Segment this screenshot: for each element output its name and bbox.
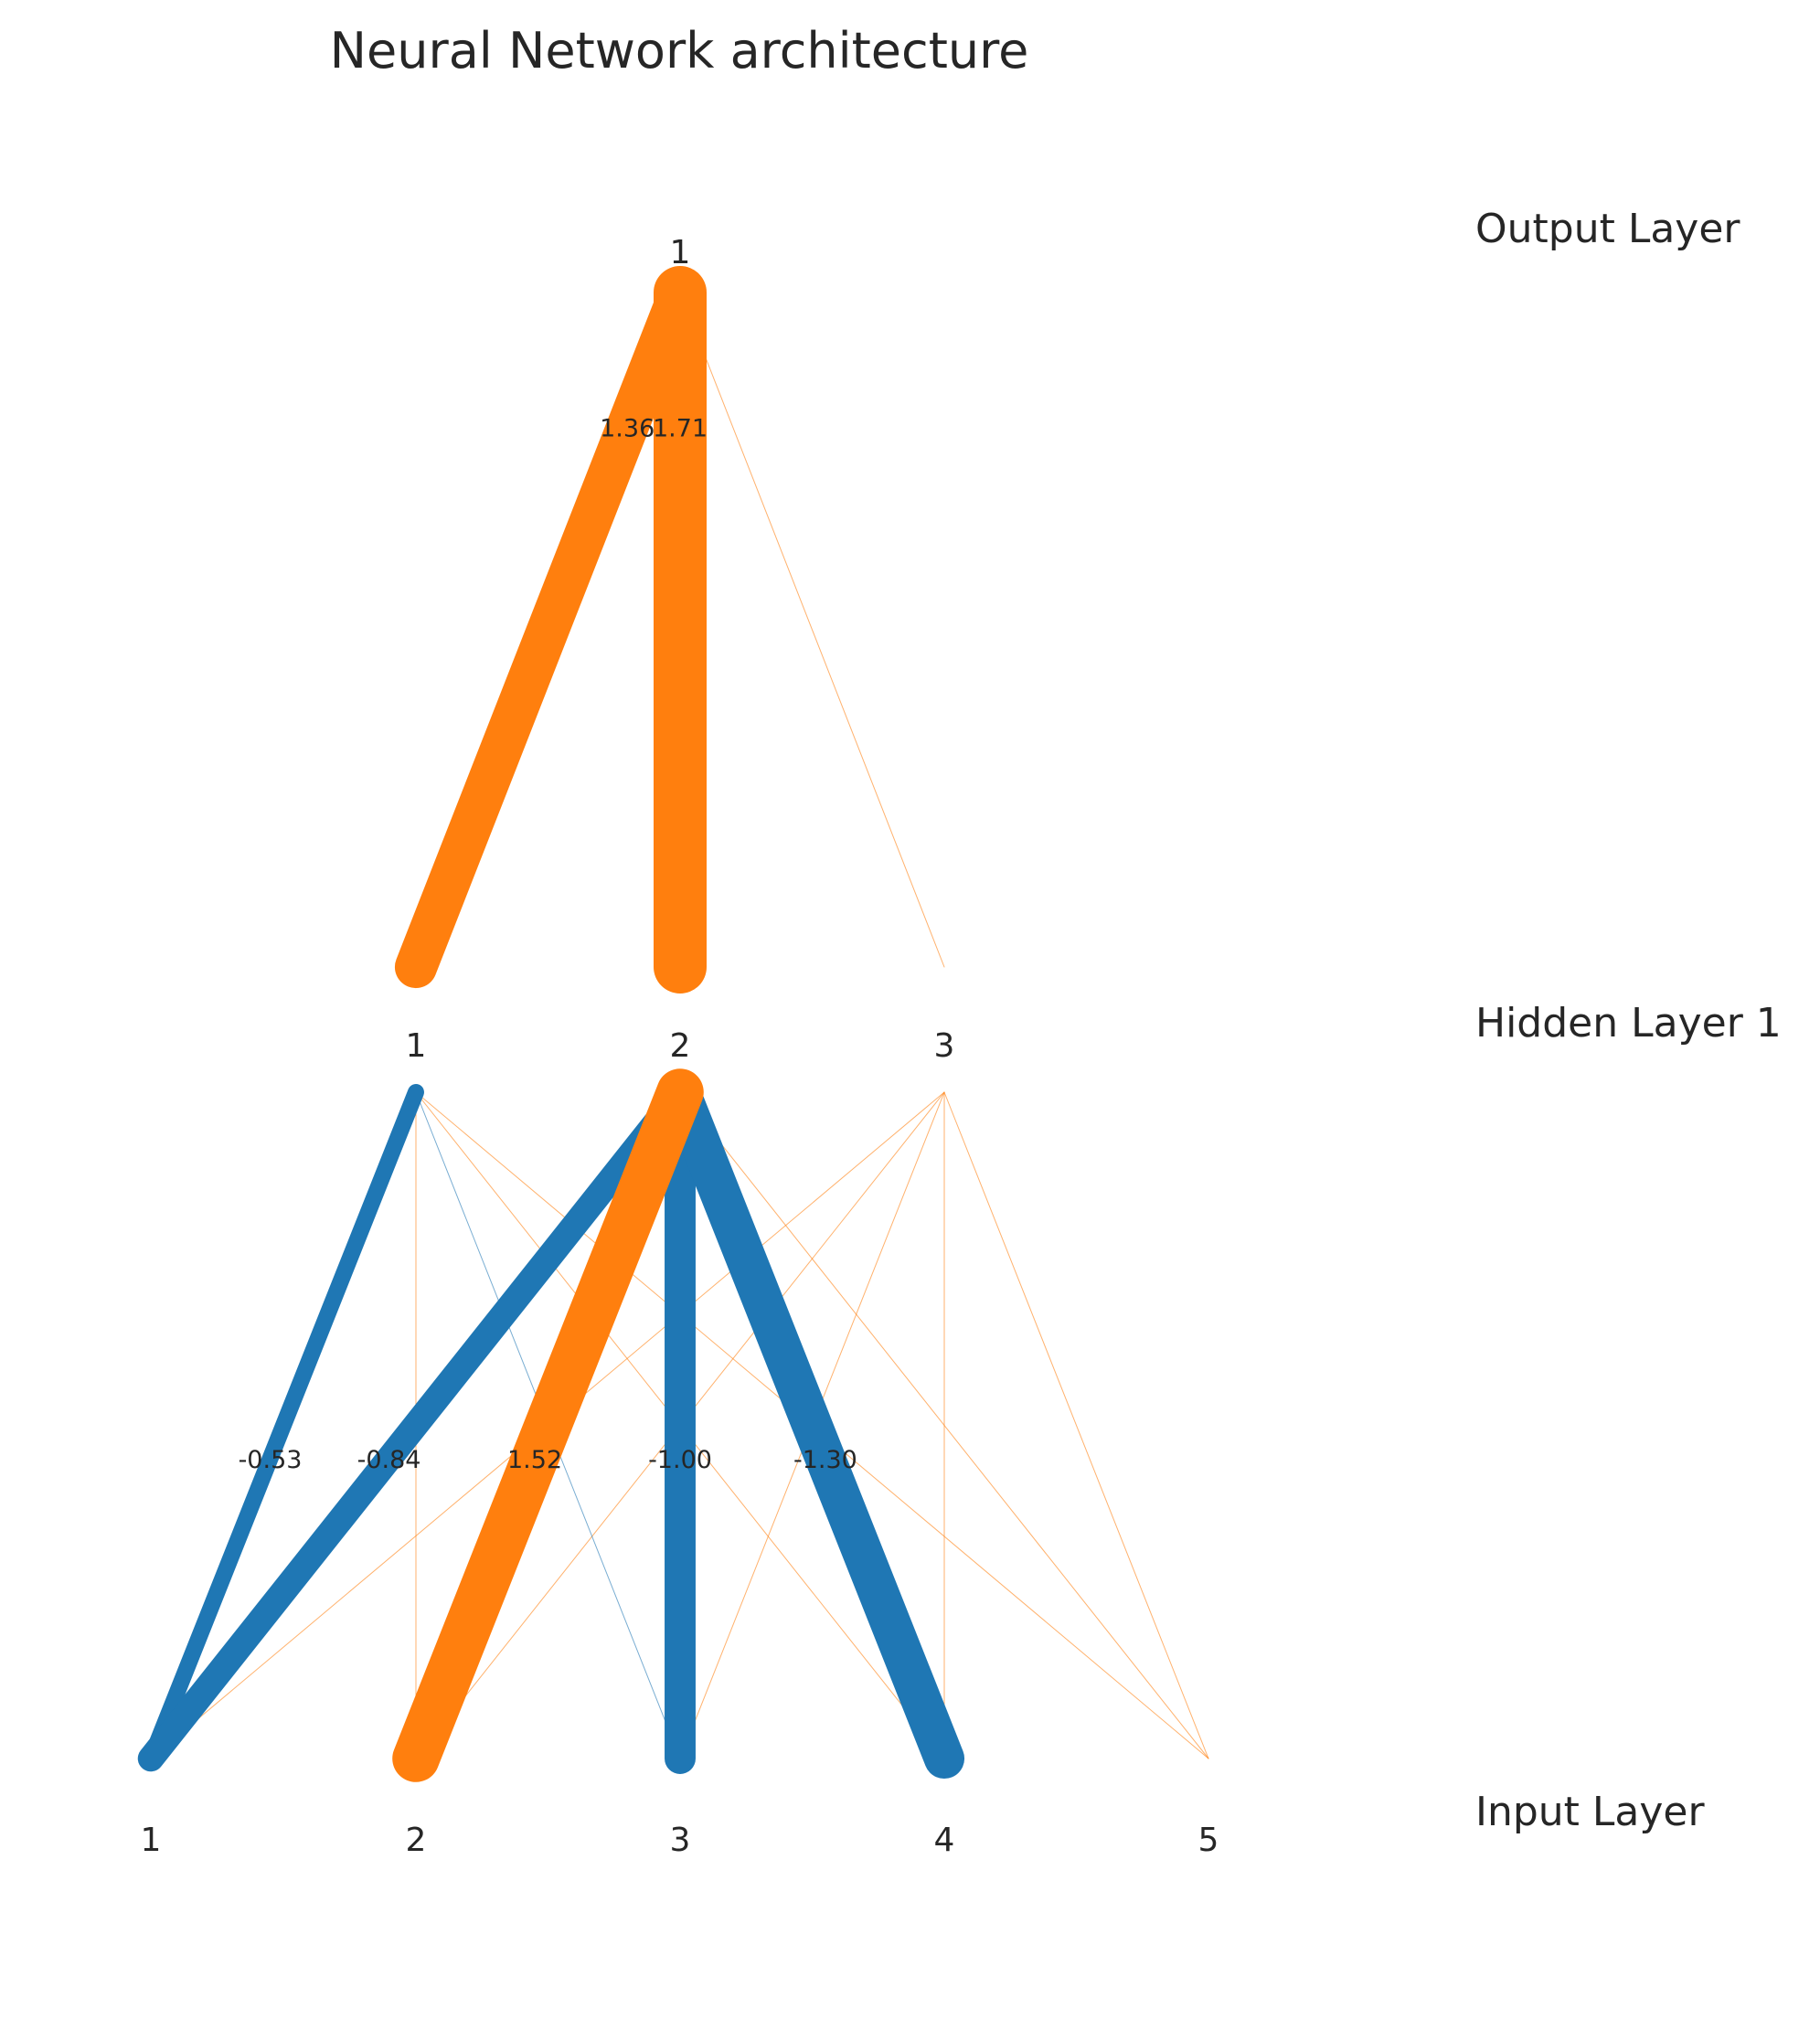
layer-label-input: Input Layer [1475,1789,1706,1835]
layer-label-hidden-1: Hidden Layer 1 [1475,1000,1782,1047]
connections [137,266,1209,1782]
weight-label: 1.52 [507,1446,562,1474]
node-label-layer-0-node-2: 2 [406,1822,427,1859]
node-label-layer-0-node-3: 3 [670,1822,691,1859]
weight-label: -0.53 [239,1446,303,1474]
weight-label: -1.30 [793,1446,857,1474]
connection-1-to-1-layer-0 [143,1084,424,1767]
connection-5-to-2-layer-0 [679,1091,1209,1759]
connection-2-to-2-layer-0 [392,1068,704,1782]
connection-1-to-2-layer-0 [137,1079,694,1772]
node-label-layer-1-node-2: 2 [670,1027,691,1065]
connection-4-to-2-layer-0 [659,1071,965,1780]
node-label-layer-1-node-3: 3 [934,1027,955,1065]
node-label-layer-0-node-1: 1 [141,1822,162,1859]
weight-label: 1.71 [653,415,708,443]
connection-5-to-3-layer-0 [943,1091,1209,1759]
node-label-layer-0-node-5: 5 [1198,1822,1219,1859]
node-label-layer-0-node-4: 4 [934,1822,955,1859]
node-label-layer-1-node-1: 1 [406,1027,427,1065]
weight-label: -1.00 [648,1446,712,1474]
connection-1-to-1-layer-1 [394,271,702,989]
diagram-title: Neural Network architecture [330,22,1029,80]
connection-3-to-1-layer-1 [679,292,945,968]
node-label-layer-2-node-1: 1 [670,234,691,271]
weight-label: 1.36 [600,415,655,443]
weight-label: -0.84 [357,1446,421,1474]
weight-labels: -0.53 -0.84 -1.00 -1.30 1.36 1.52 1.71 [239,415,857,1474]
node-labels: 1 2 3 4 5 1 2 3 1 [141,234,1219,1859]
layer-label-output: Output Layer [1475,206,1740,252]
